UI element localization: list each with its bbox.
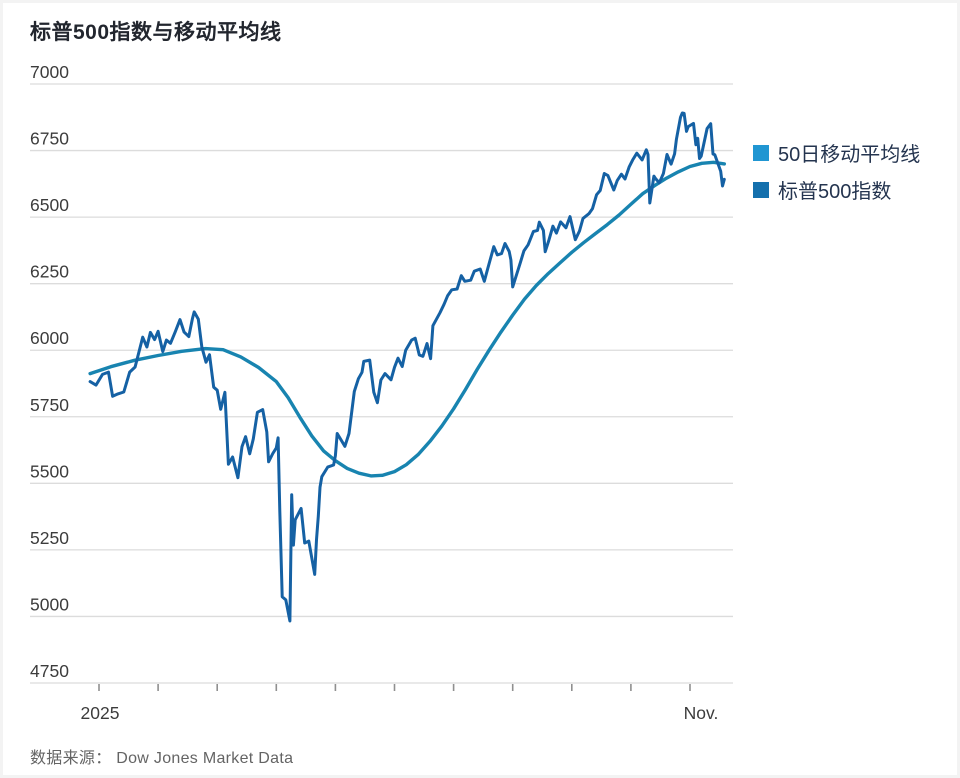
sp500-legend-label: 标普500指数: [778, 181, 892, 203]
y-axis-tick-label: 4750: [30, 661, 69, 681]
y-axis-tick-label: 6250: [30, 262, 69, 282]
legend-item-sp500: 标普500指数: [753, 175, 920, 204]
y-axis-tick-label: 5500: [30, 461, 69, 481]
sp500-legend-swatch: [753, 181, 769, 198]
x-axis-tick-label: 2025: [81, 703, 120, 723]
y-axis-tick-label: 6750: [30, 129, 69, 149]
y-axis-tick-label: 5000: [30, 594, 69, 614]
data-source-note: 数据来源： Dow Jones Market Data: [30, 750, 294, 767]
chart-title: 标普500指数与移动平均线: [30, 21, 282, 44]
y-axis-tick-label: 7000: [30, 62, 69, 82]
ma50-legend-swatch: [753, 144, 769, 161]
series-line-ma50: [88, 160, 726, 478]
y-axis-tick-label: 6500: [30, 195, 69, 215]
y-axis-tick-label: 5250: [30, 528, 69, 548]
y-axis-tick-label: 6000: [30, 328, 69, 348]
chart-legend: 50日移动平均线 标普500指数: [753, 138, 920, 204]
y-axis-tick-label: 5750: [30, 395, 69, 415]
legend-item-ma50: 50日移动平均线: [753, 138, 920, 167]
x-axis-tick-label: Nov.: [684, 703, 719, 723]
ma50-legend-label: 50日移动平均线: [778, 144, 921, 166]
series-line-sp500: [88, 111, 726, 623]
